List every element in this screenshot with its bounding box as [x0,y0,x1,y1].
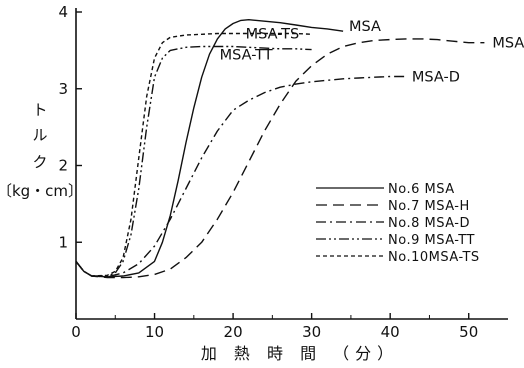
x-tick-label: 40 [381,323,400,341]
x-tick-label: 20 [224,323,243,341]
axes: 0 10 20 30 40 50 1 2 3 4 [58,3,508,341]
legend-entry: No.7 MSA-H [388,199,470,214]
series-labels: MSA MSA-H MSA-D MSA-TT MSA-TS [220,19,524,85]
series-line-msa-tt [75,45,312,277]
series-line-msa-d [75,75,406,278]
x-axis-label: 加 熱 時 間 （分） [201,344,399,363]
x-tick-label: 50 [459,323,478,341]
series-layer [75,19,485,279]
series-end-label: MSA-H [492,36,524,52]
series-end-label: MSA-TT [220,48,273,64]
y-tick-label: 2 [58,157,68,175]
legend-entry: No.10MSA-TS [388,250,480,265]
series-line-msa-h [75,38,485,279]
y-tick-label: 4 [58,3,68,21]
series-line-msa [75,19,344,278]
y-axis-unit: 〔kg・cm〕 [0,182,83,200]
series-line-msa-ts [75,32,312,277]
series-end-label: MSA-TS [246,26,300,42]
y-axis-label-char: ク [32,153,47,171]
series-end-label: MSA [349,19,381,35]
legend-entry: No.9 MSA-TT [388,233,475,248]
legend-entry: No.6 MSA [388,182,455,197]
series-end-label: MSA-D [412,69,460,85]
x-tick-label: 0 [71,323,81,341]
legend-entry: No.8 MSA-D [388,216,470,231]
y-axis-label: トルク〔kg・cm〕 [0,101,83,200]
y-tick-label: 3 [58,80,68,98]
y-axis-label-char: ト [32,101,47,119]
x-tick-label: 30 [302,323,321,341]
y-tick-label: 1 [58,233,68,251]
legend: No.6 MSA No.7 MSA-H No.8 MSA-D No.9 MSA-TT N… [316,182,480,265]
y-axis-label-char: ル [32,126,47,144]
x-tick-label: 10 [145,323,164,341]
